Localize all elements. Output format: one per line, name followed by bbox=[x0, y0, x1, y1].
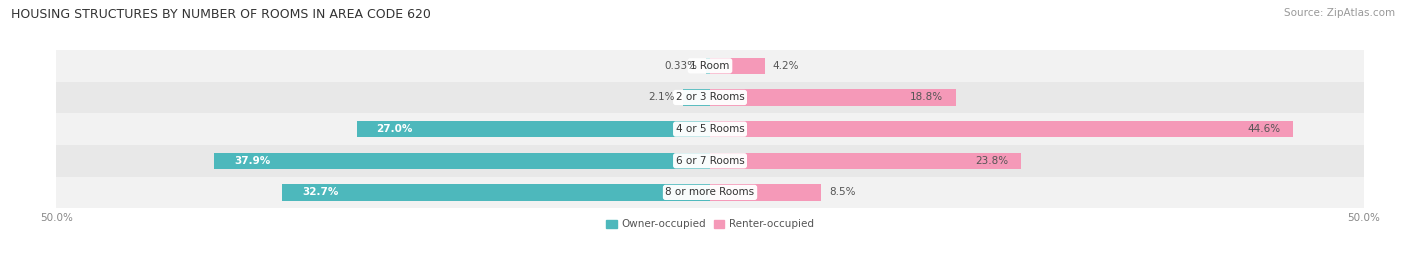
Bar bbox=[56, 50, 1364, 82]
Legend: Owner-occupied, Renter-occupied: Owner-occupied, Renter-occupied bbox=[602, 215, 818, 234]
Text: 8.5%: 8.5% bbox=[830, 187, 855, 197]
Text: 1 Room: 1 Room bbox=[690, 61, 730, 71]
Bar bbox=[710, 58, 765, 74]
Bar bbox=[56, 82, 1364, 113]
Text: 27.0%: 27.0% bbox=[377, 124, 413, 134]
Bar bbox=[283, 184, 710, 201]
Text: 23.8%: 23.8% bbox=[974, 156, 1008, 166]
Text: 32.7%: 32.7% bbox=[302, 187, 339, 197]
Text: 6 or 7 Rooms: 6 or 7 Rooms bbox=[676, 156, 744, 166]
Text: 2.1%: 2.1% bbox=[648, 93, 675, 102]
Text: 0.33%: 0.33% bbox=[665, 61, 697, 71]
Text: 4 or 5 Rooms: 4 or 5 Rooms bbox=[676, 124, 744, 134]
Bar bbox=[357, 121, 710, 137]
Bar bbox=[710, 153, 1021, 169]
Bar bbox=[56, 113, 1364, 145]
Text: 8 or more Rooms: 8 or more Rooms bbox=[665, 187, 755, 197]
Text: HOUSING STRUCTURES BY NUMBER OF ROOMS IN AREA CODE 620: HOUSING STRUCTURES BY NUMBER OF ROOMS IN… bbox=[11, 8, 432, 21]
Bar bbox=[710, 121, 1294, 137]
Text: 44.6%: 44.6% bbox=[1247, 124, 1279, 134]
Bar bbox=[706, 58, 710, 74]
Bar bbox=[710, 184, 821, 201]
Bar bbox=[215, 153, 710, 169]
Text: 4.2%: 4.2% bbox=[773, 61, 799, 71]
Text: 18.8%: 18.8% bbox=[910, 93, 943, 102]
Bar bbox=[710, 89, 956, 106]
Bar bbox=[56, 145, 1364, 176]
Text: 2 or 3 Rooms: 2 or 3 Rooms bbox=[676, 93, 744, 102]
Text: Source: ZipAtlas.com: Source: ZipAtlas.com bbox=[1284, 8, 1395, 18]
Text: 37.9%: 37.9% bbox=[233, 156, 270, 166]
Bar bbox=[682, 89, 710, 106]
Bar bbox=[56, 176, 1364, 208]
